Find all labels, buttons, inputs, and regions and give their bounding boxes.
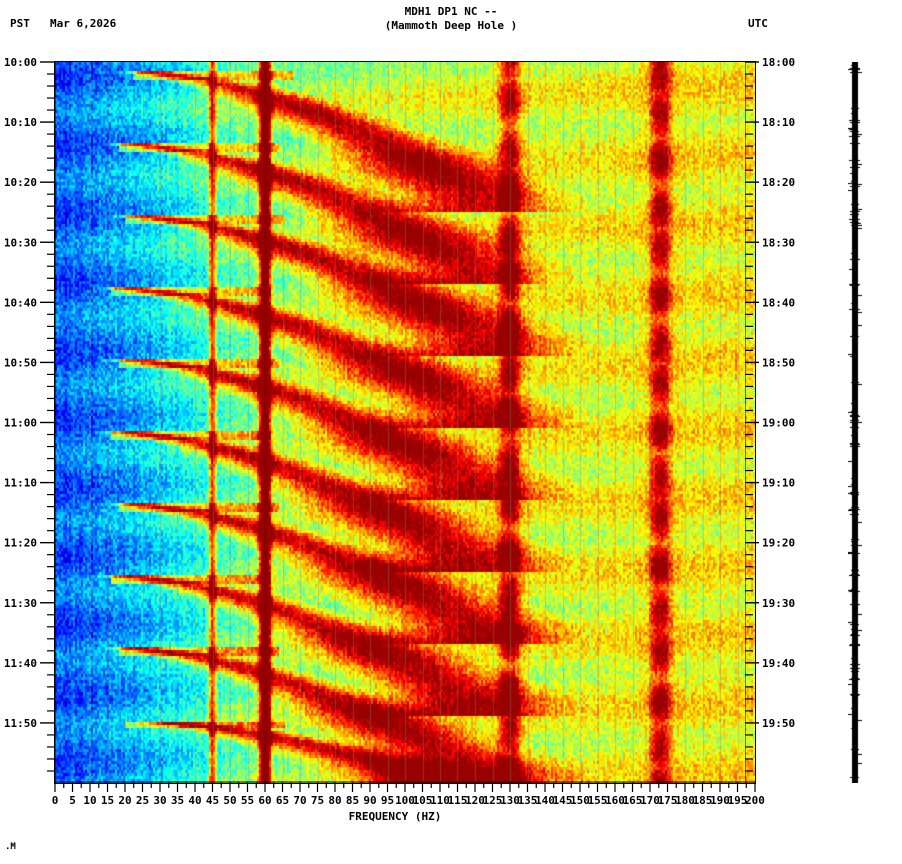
time-tick-label: 18:00 — [762, 56, 795, 69]
seismogram-trace-strip — [848, 62, 862, 783]
frequency-tick-label: 145 — [553, 794, 573, 807]
frequency-tick-label: 5 — [69, 794, 76, 807]
frequency-tick-label: 140 — [535, 794, 555, 807]
time-tick-label: 11:00 — [4, 417, 37, 430]
frequency-tick-label: 45 — [206, 794, 219, 807]
time-tick-label: 18:10 — [762, 116, 795, 129]
frequency-tick-label: 175 — [658, 794, 678, 807]
frequency-tick-label: 95 — [381, 794, 394, 807]
frequency-tick-label: 0 — [52, 794, 59, 807]
time-tick-label: 19:40 — [762, 657, 795, 670]
frequency-tick-label: 185 — [693, 794, 713, 807]
frequency-tick-label: 60 — [258, 794, 271, 807]
frequency-tick-label: 105 — [413, 794, 433, 807]
time-tick-label: 18:50 — [762, 356, 795, 369]
frequency-tick-label: 20 — [118, 794, 131, 807]
frequency-tick-label: 120 — [465, 794, 485, 807]
time-tick-label: 11:50 — [4, 717, 37, 730]
spectrogram-plot[interactable] — [54, 61, 756, 784]
time-tick-label: 19:20 — [762, 537, 795, 550]
time-tick-label: 19:50 — [762, 717, 795, 730]
time-tick-label: 11:10 — [4, 477, 37, 490]
time-tick-label: 19:30 — [762, 597, 795, 610]
time-tick-label: 10:50 — [4, 356, 37, 369]
time-tick-label: 18:20 — [762, 176, 795, 189]
time-tick-label: 19:10 — [762, 477, 795, 490]
station-subtitle: (Mammoth Deep Hole ) — [384, 19, 518, 32]
frequency-axis: 0 5 10 15 20 25 30 35 40 45 50 55 60 65 70 75 80 85 90 95 10… — [52, 781, 765, 807]
frequency-tick-label: 155 — [588, 794, 608, 807]
frequency-tick-label: 40 — [188, 794, 201, 807]
frequency-tick-label: 25 — [136, 794, 149, 807]
frequency-axis-label: FREQUENCY (HZ) — [348, 810, 442, 823]
time-tick-label: 10:30 — [4, 236, 37, 249]
frequency-tick-label: 110 — [430, 794, 450, 807]
frequency-tick-label: 90 — [363, 794, 376, 807]
frequency-tick-label: 55 — [241, 794, 254, 807]
frequency-tick-label: 160 — [605, 794, 625, 807]
frequency-tick-label: 165 — [623, 794, 643, 807]
frequency-tick-label: 85 — [346, 794, 359, 807]
frequency-tick-label: 75 — [311, 794, 324, 807]
frequency-tick-label: 70 — [293, 794, 306, 807]
time-axis-pst: 10:00 10:10 10:20 10:30 10:40 10:50 11:00 11:10… — [4, 56, 56, 783]
timezone-right-label: UTC — [748, 17, 768, 30]
station-title: MDH1 DP1 NC -- — [404, 5, 498, 18]
frequency-tick-label: 80 — [328, 794, 341, 807]
timezone-left-label: PST — [10, 17, 30, 30]
frequency-tick-label: 190 — [710, 794, 730, 807]
frequency-tick-label: 125 — [483, 794, 503, 807]
frequency-tick-label: 130 — [500, 794, 520, 807]
time-tick-label: 19:00 — [762, 417, 795, 430]
time-tick-label: 11:30 — [4, 597, 37, 610]
date-label: Mar 6,2026 — [50, 17, 117, 30]
time-tick-label: 11:20 — [4, 537, 37, 550]
frequency-tick-label: 195 — [728, 794, 748, 807]
time-tick-label: 10:10 — [4, 116, 37, 129]
frequency-tick-label: 115 — [448, 794, 468, 807]
frequency-tick-label: 10 — [83, 794, 96, 807]
time-tick-label: 18:30 — [762, 236, 795, 249]
page-header: PST Mar 6,2026 MDH1 DP1 NC -- (Mammoth D… — [0, 0, 902, 50]
spectrogram-canvas[interactable] — [55, 62, 755, 783]
corner-mark: .M — [5, 842, 16, 852]
frequency-tick-label: 50 — [223, 794, 236, 807]
time-tick-label: 10:00 — [4, 56, 37, 69]
frequency-tick-label: 35 — [171, 794, 184, 807]
frequency-tick-label: 30 — [153, 794, 166, 807]
frequency-tick-label: 170 — [640, 794, 660, 807]
time-tick-label: 10:40 — [4, 296, 37, 309]
frequency-tick-label: 135 — [518, 794, 538, 807]
frequency-tick-label: 15 — [101, 794, 114, 807]
time-axis-utc: 18:00 18:10 18:20 18:30 18:40 18:50 19:00 19:10… — [745, 56, 795, 783]
frequency-tick-label: 100 — [395, 794, 415, 807]
frequency-tick-label: 150 — [570, 794, 590, 807]
frequency-tick-label: 200 — [745, 794, 765, 807]
frequency-tick-label: 65 — [276, 794, 289, 807]
frequency-tick-label: 180 — [675, 794, 695, 807]
time-tick-label: 10:20 — [4, 176, 37, 189]
time-tick-label: 18:40 — [762, 296, 795, 309]
time-tick-label: 11:40 — [4, 657, 37, 670]
